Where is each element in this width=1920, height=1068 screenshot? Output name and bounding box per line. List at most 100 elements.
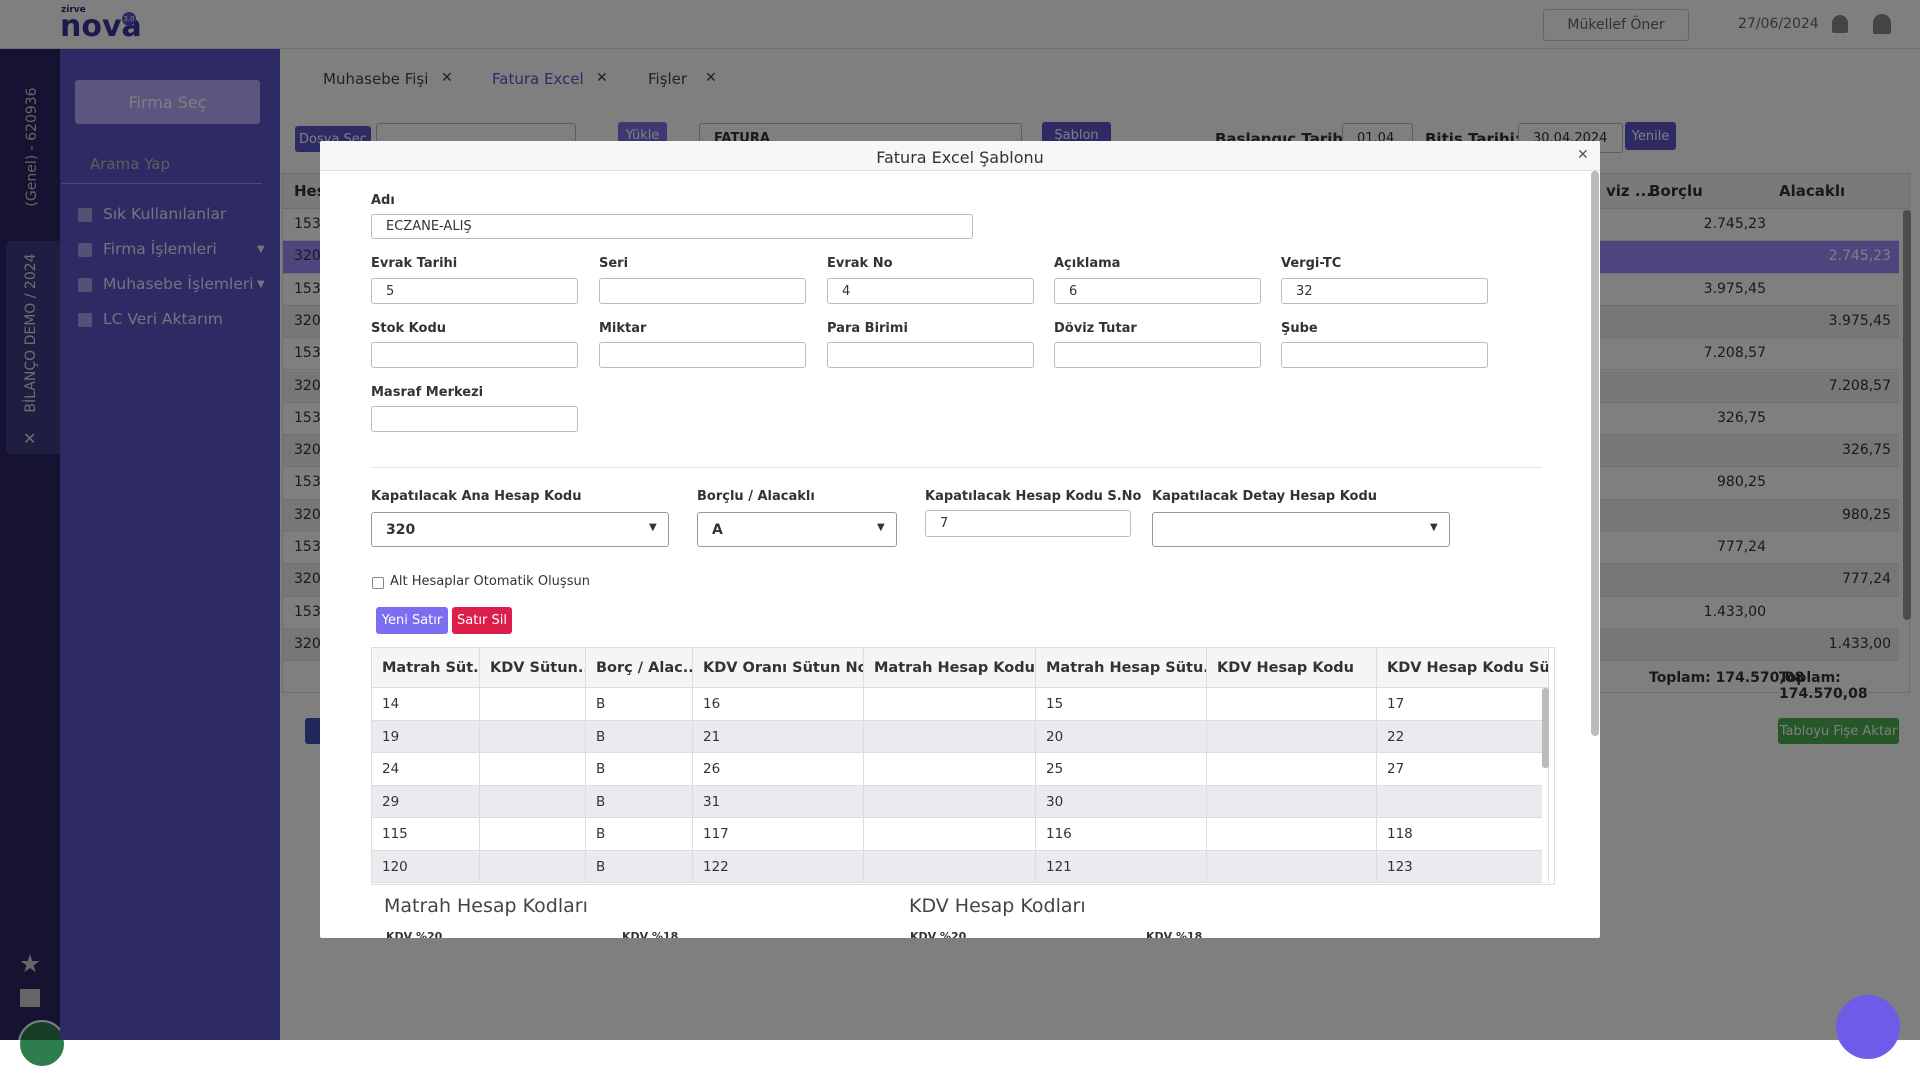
section-label: KDV %20 bbox=[910, 930, 967, 938]
grid-row[interactable] bbox=[372, 688, 1542, 721]
section-title: Matrah Hesap Kodları bbox=[384, 895, 588, 917]
field-input[interactable]: 5 bbox=[371, 278, 578, 304]
field-input[interactable] bbox=[827, 342, 1034, 368]
section-label: KDV %20 bbox=[386, 930, 443, 938]
account-select[interactable]: A bbox=[697, 512, 897, 547]
grid-cell: 123 bbox=[1377, 850, 1549, 883]
grid-cell: 116 bbox=[1036, 818, 1207, 851]
grid-cell bbox=[864, 688, 1036, 721]
grid-cell bbox=[480, 850, 586, 883]
field-label: Seri bbox=[599, 256, 629, 271]
field-input[interactable] bbox=[1054, 342, 1261, 368]
grid-cell bbox=[1207, 720, 1377, 753]
caret: ▼ bbox=[649, 522, 657, 533]
grid-row[interactable] bbox=[372, 720, 1542, 753]
grid-cell bbox=[864, 850, 1036, 883]
field-label: Açıklama bbox=[1054, 256, 1121, 271]
grid-cell bbox=[864, 753, 1036, 786]
grid-cell bbox=[1207, 688, 1377, 721]
grid-cell: 31 bbox=[693, 785, 864, 818]
grid: Matrah Süt... KDV Sütun... Borç / Alac... K… bbox=[371, 647, 1555, 885]
account-label: Kapatılacak Hesap Kodu S.No bbox=[925, 489, 1142, 504]
grid-header bbox=[372, 648, 1549, 688]
grid-column-header: KDV Oranı Sütun No bbox=[693, 648, 864, 688]
grid-cell bbox=[864, 818, 1036, 851]
field-label: Evrak Tarihi bbox=[371, 256, 458, 271]
grid-cell bbox=[1207, 785, 1377, 818]
grid-cell: B bbox=[586, 785, 693, 818]
name-input[interactable]: ECZANE-ALIŞ bbox=[371, 214, 973, 239]
account-select[interactable]: 320 bbox=[371, 512, 669, 547]
grid-cell bbox=[864, 720, 1036, 753]
grid-cell: 22 bbox=[1377, 720, 1549, 753]
account-label: Borçlu / Alacaklı bbox=[697, 489, 815, 504]
grid-cell: 118 bbox=[1377, 818, 1549, 851]
grid-cell bbox=[480, 818, 586, 851]
field-input[interactable]: 32 bbox=[1281, 278, 1488, 304]
chat-button[interactable] bbox=[1836, 995, 1900, 1059]
grid-cell: 120 bbox=[372, 850, 480, 883]
field-label: Vergi-TC bbox=[1281, 256, 1342, 271]
grid-row[interactable] bbox=[372, 850, 1542, 883]
grid-cell: B bbox=[586, 818, 693, 851]
grid-column-header: KDV Sütun... bbox=[480, 648, 586, 688]
grid-cell: 26 bbox=[693, 753, 864, 786]
grid-cell bbox=[1377, 785, 1549, 818]
grid-cell bbox=[1207, 850, 1377, 883]
grid-cell: 21 bbox=[693, 720, 864, 753]
grid-cell: B bbox=[586, 850, 693, 883]
grid-cell bbox=[480, 688, 586, 721]
grid-cell: 122 bbox=[693, 850, 864, 883]
field-label: Adı bbox=[371, 193, 395, 208]
grid-cell bbox=[480, 753, 586, 786]
grid-cell bbox=[1207, 818, 1377, 851]
grid-cell: 17 bbox=[1377, 688, 1549, 721]
section-label: KDV %18 bbox=[1146, 930, 1203, 938]
modal-title: Fatura Excel Şablonu bbox=[876, 148, 1044, 167]
field-input[interactable] bbox=[371, 342, 578, 368]
delete-row-button[interactable]: Satır Sil bbox=[452, 607, 512, 634]
caret: ▼ bbox=[877, 522, 885, 533]
grid-cell: 115 bbox=[372, 818, 480, 851]
modal-close[interactable]: ✕ bbox=[1577, 147, 1589, 163]
account-label: Kapatılacak Ana Hesap Kodu bbox=[371, 489, 582, 504]
field-input[interactable] bbox=[1281, 342, 1488, 368]
grid-cell: 16 bbox=[693, 688, 864, 721]
grid-cell: 27 bbox=[1377, 753, 1549, 786]
section-title: KDV Hesap Kodları bbox=[909, 895, 1086, 917]
grid-row[interactable] bbox=[372, 785, 1542, 818]
grid-column-header: KDV Hesap Kodu Süt... bbox=[1377, 648, 1549, 688]
grid-row[interactable] bbox=[372, 818, 1542, 851]
grid-cell: 14 bbox=[372, 688, 480, 721]
field-input[interactable] bbox=[599, 342, 806, 368]
field-input[interactable]: 6 bbox=[1054, 278, 1261, 304]
new-row-button[interactable]: Yeni Satır bbox=[376, 607, 448, 634]
grid-column-header: Matrah Süt... bbox=[372, 648, 480, 688]
field-label: Miktar bbox=[599, 321, 647, 336]
field-label: Masraf Merkezi bbox=[371, 385, 484, 400]
account-input[interactable]: 7 bbox=[925, 510, 1131, 537]
grid-cell bbox=[864, 785, 1036, 818]
section-label: KDV %18 bbox=[622, 930, 679, 938]
grid-cell: 117 bbox=[693, 818, 864, 851]
field-input[interactable] bbox=[599, 278, 806, 304]
grid-cell: 25 bbox=[1036, 753, 1207, 786]
grid-cell: 15 bbox=[1036, 688, 1207, 721]
field-label: Şube bbox=[1281, 321, 1318, 336]
grid-cell: 121 bbox=[1036, 850, 1207, 883]
grid-cell: 20 bbox=[1036, 720, 1207, 753]
checkbox[interactable] bbox=[372, 577, 384, 589]
modal: Fatura Excel Şablonu ✕ Adı ECZANE-ALIŞ Evrak… bbox=[320, 141, 1600, 938]
grid-row[interactable] bbox=[372, 753, 1542, 786]
grid-column-header: Matrah Hesap Kodu bbox=[864, 648, 1036, 688]
grid-cell: 19 bbox=[372, 720, 480, 753]
account-select[interactable] bbox=[1152, 512, 1450, 547]
modal-header bbox=[320, 141, 1600, 171]
grid-scrollbar bbox=[1542, 688, 1549, 768]
field-label: Para Birimi bbox=[827, 321, 908, 336]
field-input[interactable] bbox=[371, 406, 578, 432]
grid-column-header: KDV Hesap Kodu bbox=[1207, 648, 1377, 688]
field-input[interactable]: 4 bbox=[827, 278, 1034, 304]
